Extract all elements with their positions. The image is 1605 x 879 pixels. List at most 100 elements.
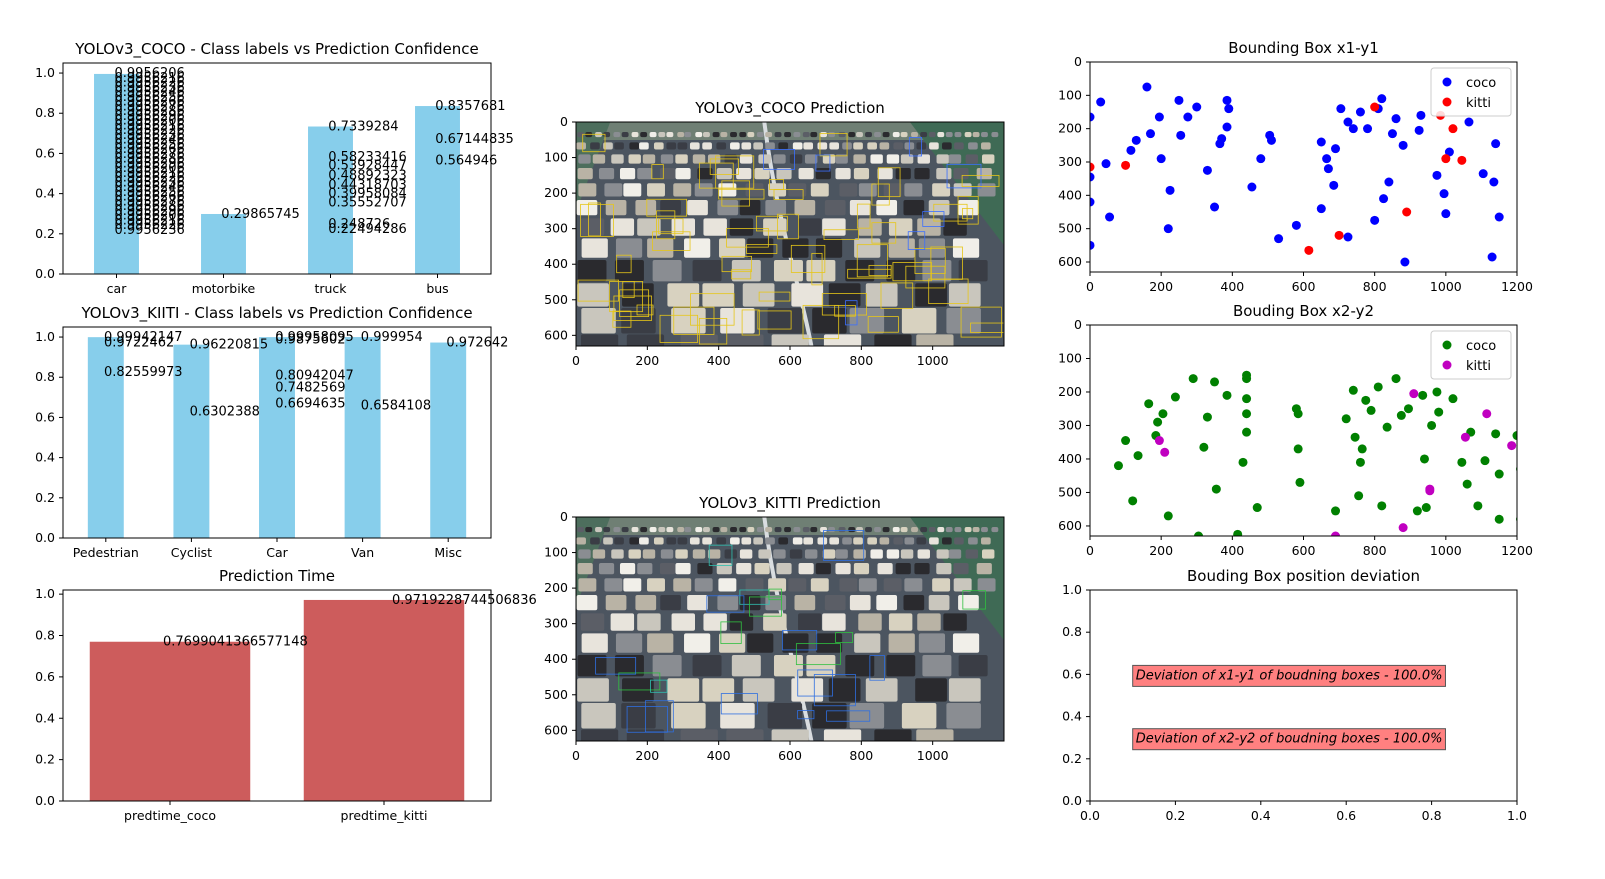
bbox_x1y1-xtick-label: 1000 [1430, 279, 1462, 294]
vehicle [782, 633, 809, 653]
coco_conf-title: YOLOv3_COCO - Class labels vs Prediction… [74, 40, 478, 59]
vehicle [865, 527, 872, 533]
bbox_x1y1-xtick-label: 600 [1292, 279, 1316, 294]
kitti_conf-data-label: 0.80942047 [275, 368, 354, 383]
bbox_x2y2-point-coco [1202, 412, 1212, 422]
vehicle [731, 260, 761, 282]
kitti_image-ytick-label: 100 [544, 545, 568, 560]
bbox_x1y1-point-coco [1348, 124, 1358, 134]
bbox_x2y2-ytick-label: 500 [1058, 484, 1082, 499]
deviation-annotation-box [1132, 728, 1446, 751]
bbox_x2y2-title: Bouding Box x2-y2 [1233, 302, 1374, 320]
vehicle [886, 655, 916, 677]
detection-box [819, 133, 848, 157]
vehicle [717, 200, 739, 216]
bbox_x2y2-point-coco [1421, 503, 1431, 513]
bbox_x1y1-point-coco [1126, 145, 1136, 155]
vehicle [712, 527, 720, 533]
bbox_deviation-xtick-label: 1.0 [1507, 808, 1527, 823]
coco_conf-bar-motorbike [201, 213, 246, 274]
coco-car-data-label: 0.9956226 [115, 171, 185, 186]
coco_image-ytick-label: 100 [544, 150, 568, 165]
coco-car-data-label: 0.9956266 [115, 142, 185, 157]
vehicle [730, 537, 740, 545]
vehicle [653, 142, 664, 150]
vehicle [858, 613, 882, 631]
coco-car-data-label: 0.9956276 [115, 99, 185, 114]
vehicle [774, 132, 782, 138]
vehicle [642, 549, 656, 559]
vehicle [853, 154, 866, 164]
vehicle [605, 200, 627, 216]
vehicle [879, 142, 890, 150]
vehicle [677, 537, 688, 545]
vehicle [640, 132, 648, 138]
detection-box [618, 672, 661, 691]
vehicle [719, 633, 746, 653]
bbox_x2y2-point-kitti [1409, 389, 1419, 399]
bbox_x2y2-point-coco [1199, 442, 1209, 452]
coco_conf-data-label: 0.48892323 [328, 169, 407, 184]
vehicle [815, 633, 843, 653]
coco_conf-data-label: 0.44318703 [328, 178, 407, 193]
vehicle [853, 549, 866, 559]
kitti_image-image [576, 517, 1004, 741]
vehicle [792, 142, 803, 150]
bbox_x2y2-legend-label-coco: coco [1466, 339, 1496, 354]
vehicle [578, 183, 597, 197]
vehicle [822, 218, 846, 236]
bbox_x2y2-xtick-label: 0 [1086, 543, 1094, 558]
vehicle [991, 132, 999, 138]
bbox_x1y1-point-coco [1192, 102, 1202, 112]
bbox_x2y2-point-coco [1357, 444, 1367, 454]
vehicle [776, 563, 792, 575]
kitti_image-xtick-label: 200 [635, 748, 659, 763]
vehicle [854, 633, 881, 653]
vehicle [900, 527, 908, 533]
vehicle [886, 549, 900, 559]
vehicle [964, 132, 972, 138]
bbox_x2y2-point-coco [1194, 531, 1204, 536]
vehicle [773, 549, 786, 559]
bbox_x1y1-point-kitti [1441, 154, 1451, 164]
bbox_x1y1-point-coco [1329, 180, 1339, 190]
vehicle [689, 537, 700, 545]
vehicle [888, 238, 915, 258]
bbox_x2y2-point-coco [1350, 432, 1360, 442]
vehicle [763, 218, 787, 236]
vehicle [865, 283, 898, 307]
coco-car-data-label: 0.9956296 [115, 109, 185, 124]
vehicle [666, 132, 674, 138]
vehicle [729, 218, 754, 236]
vehicle [758, 154, 771, 164]
bbox_x2y2-point-kitti [1154, 436, 1164, 446]
vehicle [622, 283, 654, 307]
vehicle [849, 703, 885, 729]
bbox_x1y1-point-coco [1322, 154, 1332, 164]
vehicle [886, 154, 900, 164]
coco-car-data-label: 0.9956256 [115, 185, 185, 200]
bbox_x1y1-xtick-label: 400 [1220, 279, 1244, 294]
bbox_x1y1-point-kitti [1370, 102, 1380, 112]
vehicle [580, 334, 619, 346]
detection-box [802, 304, 840, 340]
bbox_deviation-ytick-label: 0.6 [1062, 666, 1082, 681]
vehicle [903, 595, 925, 611]
vehicle [953, 563, 969, 575]
vehicle [647, 578, 665, 592]
vehicle [692, 154, 706, 164]
vehicle [853, 537, 863, 545]
detection-box [755, 215, 788, 232]
kitti_conf-ytick-label: 0.4 [35, 450, 55, 465]
bbox_x2y2-point-coco [1348, 385, 1358, 395]
bbox_x1y1-point-coco [1416, 110, 1426, 120]
vehicle [621, 132, 629, 138]
vehicle [828, 678, 861, 702]
detection-box [646, 198, 687, 217]
coco-car-data-label: 0.9956206 [115, 161, 185, 176]
vehicle [753, 537, 763, 545]
detection-box [815, 154, 831, 172]
vehicle [577, 168, 593, 180]
vehicle [577, 260, 607, 282]
kitti_conf-xtick-label: Pedestrian [73, 545, 139, 560]
